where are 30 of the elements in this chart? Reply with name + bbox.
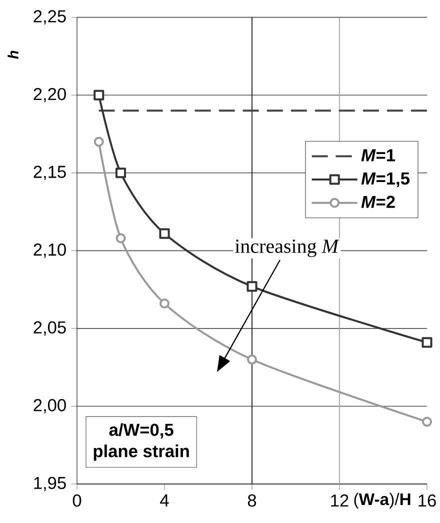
x-tick-label: 8 bbox=[248, 494, 256, 507]
x-tick-label: 0 bbox=[72, 494, 82, 507]
point bbox=[422, 416, 432, 427]
x-tick-label: 12 bbox=[331, 494, 348, 506]
legend-label: M=2 bbox=[361, 196, 395, 208]
point bbox=[160, 298, 170, 309]
point bbox=[94, 136, 104, 147]
y-tick-label: 2,20 bbox=[34, 88, 66, 102]
point bbox=[159, 228, 170, 239]
y-tick-label: 2,15 bbox=[34, 166, 66, 180]
x-axis-title: (W-a)/H bbox=[354, 492, 410, 508]
y-tick-label: 2,10 bbox=[34, 243, 66, 258]
y-tick-label: 2,05 bbox=[34, 321, 66, 336]
annotation: increasing M bbox=[235, 240, 340, 258]
y-tick-label: 2,25 bbox=[34, 10, 66, 24]
y-axis-title: h bbox=[8, 50, 18, 59]
x-tick-label: 16 bbox=[418, 494, 436, 507]
legend-label: M=1 bbox=[361, 149, 396, 162]
legend-label: M=1,5 bbox=[361, 172, 410, 188]
point bbox=[115, 168, 126, 178]
annotation: plane strain bbox=[94, 444, 189, 461]
x-tick-label: 4 bbox=[160, 494, 169, 506]
point bbox=[94, 90, 104, 100]
y-tick-label: 1,95 bbox=[34, 476, 66, 492]
point bbox=[246, 354, 257, 365]
point bbox=[116, 233, 126, 244]
y-tick-label: 2,00 bbox=[34, 399, 66, 414]
annotation: a/W=0,5 bbox=[109, 423, 174, 438]
point bbox=[246, 281, 258, 292]
point bbox=[422, 337, 432, 348]
